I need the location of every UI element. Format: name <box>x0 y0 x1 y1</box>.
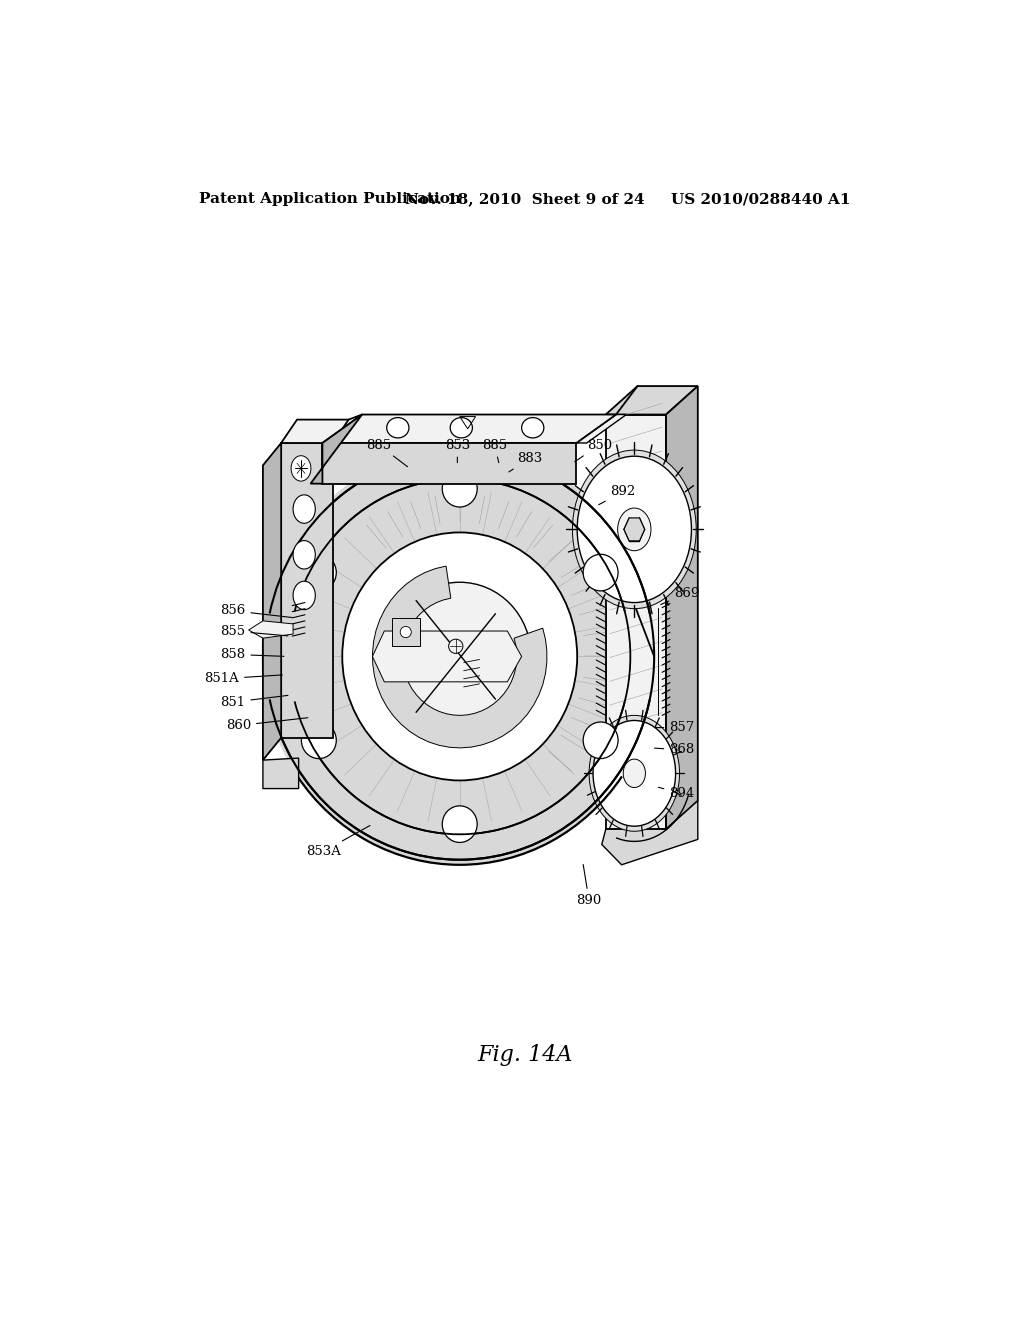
Text: 883: 883 <box>509 451 542 473</box>
Polygon shape <box>624 517 645 541</box>
Ellipse shape <box>624 759 645 788</box>
Text: 885: 885 <box>367 438 408 467</box>
Ellipse shape <box>261 447 658 865</box>
Polygon shape <box>373 566 547 748</box>
Ellipse shape <box>589 715 680 832</box>
Polygon shape <box>282 444 333 738</box>
Ellipse shape <box>583 554 618 591</box>
Polygon shape <box>323 414 616 444</box>
Ellipse shape <box>442 470 477 507</box>
Text: 851: 851 <box>220 696 288 709</box>
Text: 851A: 851A <box>205 672 283 685</box>
Text: Fig. 14A: Fig. 14A <box>477 1044 572 1065</box>
Text: 885: 885 <box>482 438 507 462</box>
Polygon shape <box>323 444 577 483</box>
Text: US 2010/0288440 A1: US 2010/0288440 A1 <box>671 191 850 206</box>
Text: 857: 857 <box>654 721 694 734</box>
Text: 853: 853 <box>444 438 470 462</box>
Text: 890: 890 <box>577 865 602 907</box>
Ellipse shape <box>521 417 544 438</box>
Ellipse shape <box>293 495 315 523</box>
Polygon shape <box>602 801 697 865</box>
Ellipse shape <box>593 721 676 826</box>
Ellipse shape <box>400 627 412 638</box>
Polygon shape <box>373 631 521 682</box>
Polygon shape <box>606 385 697 414</box>
Ellipse shape <box>388 582 531 731</box>
Ellipse shape <box>342 532 578 780</box>
Text: 850: 850 <box>574 438 611 462</box>
Text: 869: 869 <box>660 587 699 605</box>
Ellipse shape <box>572 450 696 609</box>
Ellipse shape <box>301 554 336 591</box>
Polygon shape <box>282 420 348 444</box>
Text: 858: 858 <box>220 648 284 661</box>
Ellipse shape <box>583 722 618 759</box>
Ellipse shape <box>442 805 477 842</box>
Ellipse shape <box>291 455 311 480</box>
Polygon shape <box>392 618 420 647</box>
Text: 894: 894 <box>658 787 694 800</box>
Polygon shape <box>249 620 293 638</box>
Ellipse shape <box>293 581 315 610</box>
Ellipse shape <box>301 722 336 759</box>
Ellipse shape <box>451 417 472 438</box>
Polygon shape <box>577 414 627 444</box>
Text: 868: 868 <box>654 743 694 756</box>
Text: 860: 860 <box>225 718 308 733</box>
Polygon shape <box>666 385 697 829</box>
Ellipse shape <box>293 541 315 569</box>
Text: 856: 856 <box>220 605 292 618</box>
Text: 855: 855 <box>220 624 288 638</box>
Polygon shape <box>263 758 299 788</box>
Polygon shape <box>263 444 282 760</box>
Polygon shape <box>310 414 362 483</box>
Ellipse shape <box>449 639 463 653</box>
Polygon shape <box>606 414 666 829</box>
Text: Patent Application Publication: Patent Application Publication <box>200 191 462 206</box>
Ellipse shape <box>617 508 651 550</box>
Text: 892: 892 <box>599 486 636 504</box>
Text: Nov. 18, 2010  Sheet 9 of 24: Nov. 18, 2010 Sheet 9 of 24 <box>404 191 645 206</box>
Ellipse shape <box>387 417 409 438</box>
Text: 853A: 853A <box>306 825 370 858</box>
Ellipse shape <box>578 457 691 602</box>
